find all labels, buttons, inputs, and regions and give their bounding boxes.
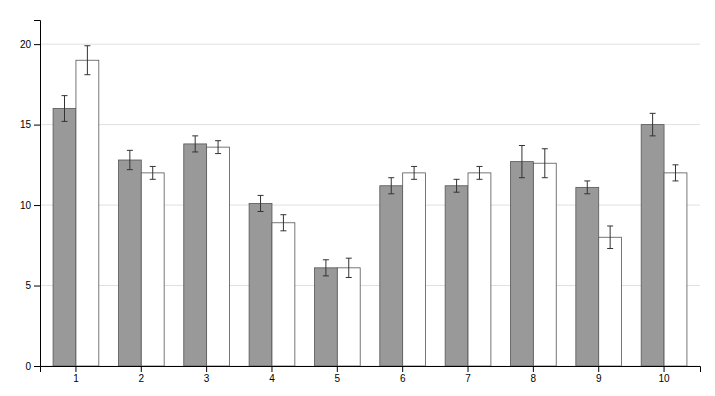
x-tick-mark [337, 366, 338, 372]
chart: 1 2 3 4 5 6 7 8 9 10 0 5 10 15 20 [0, 0, 715, 396]
y-tick-label: 15 [20, 119, 32, 130]
error-bar [192, 136, 198, 152]
y-tick: 20 [20, 39, 40, 50]
bar [445, 186, 468, 366]
x-tick-mark [402, 366, 403, 372]
x-tick-label: 6 [400, 373, 406, 384]
bar [664, 173, 687, 366]
error-bar [280, 215, 286, 231]
x-tick: 2 [139, 366, 145, 384]
bar [403, 173, 426, 366]
error-bar [411, 166, 417, 179]
error-bar [388, 178, 394, 194]
x-tick: 5 [335, 366, 341, 384]
grid-line [40, 124, 700, 125]
x-tick: 6 [400, 366, 406, 384]
y-tick-label: 10 [20, 200, 32, 211]
y-tick: 10 [20, 200, 40, 211]
y-tick-label: 5 [25, 280, 31, 291]
error-bar [150, 166, 156, 179]
x-tick-label: 7 [465, 373, 471, 384]
x-tick-mark [533, 366, 534, 372]
error-bar [584, 181, 590, 194]
y-tick-label: 20 [20, 39, 32, 50]
x-tick-mark [468, 366, 469, 372]
y-tick: 15 [20, 119, 40, 130]
error-bar [323, 260, 329, 276]
bar [118, 160, 141, 366]
error-bar [650, 113, 656, 136]
bar [641, 125, 664, 366]
x-tick: 3 [204, 366, 210, 384]
x-tick-mark [664, 366, 665, 372]
error-bar [127, 150, 133, 169]
y-tick-mark [34, 366, 40, 367]
x-tick: 9 [596, 366, 602, 384]
error-bar [519, 146, 525, 178]
y-tick-mark [34, 125, 40, 126]
x-tick: 4 [269, 366, 275, 384]
error-bar [607, 226, 613, 249]
bar [380, 186, 403, 366]
y-axis: 0 5 10 15 20 [20, 21, 41, 372]
marks [53, 46, 687, 366]
bar [76, 60, 99, 366]
y-tick: 5 [25, 280, 40, 291]
x-tick-label: 4 [269, 373, 275, 384]
plot: 1 2 3 4 5 6 7 8 9 10 0 5 10 15 20 [20, 21, 701, 385]
bar [533, 163, 556, 366]
bar [599, 237, 622, 366]
y-tick: 0 [25, 361, 40, 372]
bar [576, 187, 599, 366]
grid-line [40, 44, 700, 45]
x-tick-label: 5 [335, 373, 341, 384]
bar [337, 268, 360, 366]
bar [314, 268, 337, 366]
error-bar [672, 165, 678, 181]
x-tick-mark [271, 366, 272, 372]
x-tick-label: 9 [596, 373, 602, 384]
x-tick-label: 10 [658, 373, 670, 384]
x-tick-mark [598, 366, 599, 372]
error-bar [542, 149, 548, 178]
x-axis-line [41, 367, 701, 373]
bar [53, 109, 76, 366]
x-tick-mark [141, 366, 142, 372]
error-bar [258, 195, 264, 211]
y-tick-label: 0 [25, 361, 31, 372]
bar [510, 162, 533, 366]
x-tick-mark [206, 366, 207, 372]
x-tick: 8 [531, 366, 537, 384]
grid [40, 44, 700, 366]
series [76, 46, 687, 366]
error-bar [62, 96, 68, 122]
y-tick-mark [34, 286, 40, 287]
x-tick: 7 [465, 366, 471, 384]
error-bar [215, 141, 221, 154]
x-tick-label: 8 [531, 373, 537, 384]
x-tick-mark [75, 366, 76, 372]
x-tick-label: 2 [139, 373, 145, 384]
x-tick-label: 3 [204, 373, 210, 384]
error-bar [84, 46, 90, 75]
y-tick-mark [34, 205, 40, 206]
x-tick-label: 1 [73, 373, 79, 384]
bar [468, 173, 491, 366]
y-axis-line [34, 21, 41, 367]
y-tick-mark [34, 44, 40, 45]
x-axis: 1 2 3 4 5 6 7 8 9 10 [41, 366, 701, 384]
x-tick: 10 [658, 366, 670, 384]
bar [184, 144, 207, 366]
error-bar [346, 258, 352, 277]
bar [249, 203, 272, 366]
error-bar [476, 166, 482, 179]
x-tick: 1 [73, 366, 79, 384]
error-bar [454, 179, 460, 192]
bar [207, 147, 230, 366]
series [53, 96, 664, 366]
bar [141, 173, 164, 366]
bar [272, 223, 295, 366]
